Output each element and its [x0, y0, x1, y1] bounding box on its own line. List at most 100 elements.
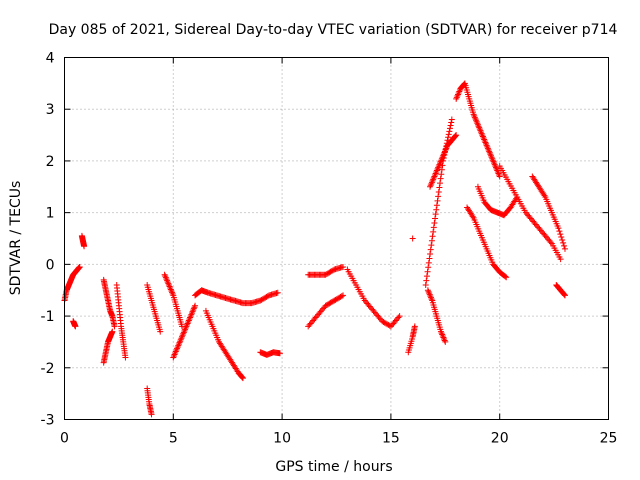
interpolated-point — [493, 166, 500, 173]
interpolated-point — [441, 335, 448, 342]
interpolated-point — [111, 321, 118, 328]
y-tick-label: 4 — [46, 51, 55, 67]
interpolated-point — [501, 272, 508, 279]
interpolated-point — [479, 133, 486, 140]
interpolated-point — [427, 182, 434, 189]
interpolated-point — [560, 290, 567, 297]
interpolated-point — [485, 146, 492, 153]
interpolated-point — [476, 124, 483, 131]
interpolated-point — [227, 356, 234, 363]
data-point — [431, 173, 438, 180]
interpolated-point — [435, 164, 442, 171]
interpolated-point — [182, 324, 189, 331]
interpolated-point — [560, 239, 567, 246]
interpolated-point — [440, 151, 447, 158]
interpolated-point — [167, 286, 174, 293]
interpolated-point — [556, 228, 563, 235]
interpolated-point — [430, 174, 437, 181]
interpolated-point — [104, 296, 111, 303]
interpolated-point — [168, 287, 175, 294]
interpolated-point — [433, 169, 440, 176]
interpolated-point — [475, 123, 482, 130]
series-arc-12 — [202, 307, 246, 382]
x-tick-label: 25 — [600, 431, 618, 447]
interpolated-point — [72, 323, 79, 330]
interpolated-point — [447, 122, 454, 129]
y-tick-label: -1 — [41, 309, 55, 325]
interpolated-point — [481, 136, 488, 143]
interpolated-point — [494, 169, 501, 176]
y-tick-label: -3 — [41, 413, 55, 429]
series-arc-04 — [100, 276, 118, 330]
interpolated-point — [263, 293, 270, 300]
data-point — [174, 344, 181, 351]
interpolated-point — [480, 135, 487, 142]
interpolated-point — [482, 243, 489, 250]
data-point — [179, 333, 186, 340]
interpolated-point — [428, 242, 435, 249]
interpolated-point — [395, 314, 402, 321]
interpolated-point — [547, 207, 554, 214]
interpolated-point — [556, 253, 563, 260]
interpolated-point — [179, 332, 186, 339]
interpolated-point — [178, 335, 185, 342]
interpolated-point — [432, 170, 439, 177]
chart-title: Day 085 of 2021, Sidereal Day-to-day VTE… — [49, 22, 618, 38]
interpolated-point — [187, 314, 194, 321]
x-axis-label: GPS time / hours — [275, 459, 392, 475]
interpolated-point — [208, 321, 215, 328]
interpolated-point — [180, 329, 187, 336]
grid — [64, 57, 609, 420]
data-point — [435, 163, 442, 170]
interpolated-point — [433, 167, 440, 174]
y-tick-label: 0 — [46, 257, 55, 273]
interpolated-point — [482, 139, 489, 146]
series-arc-10 — [170, 302, 199, 361]
series-arc-13 — [257, 349, 283, 358]
y-axis-label: SDTVAR / TECUs — [8, 181, 24, 296]
interpolated-point — [486, 148, 493, 155]
data-point — [453, 95, 460, 102]
interpolated-point — [119, 336, 126, 343]
interpolated-point — [424, 268, 431, 275]
interpolated-point — [183, 321, 190, 328]
interpolated-point — [190, 305, 197, 312]
interpolated-point — [561, 291, 568, 298]
interpolated-point — [489, 155, 496, 162]
interpolated-point — [76, 264, 83, 271]
interpolated-point — [432, 171, 439, 178]
series-arc-14 — [305, 263, 347, 278]
series-arc-02 — [70, 318, 79, 330]
interpolated-point — [328, 299, 335, 306]
interpolated-point — [455, 91, 462, 98]
data-points — [61, 80, 568, 418]
data-point — [424, 287, 431, 294]
interpolated-point — [351, 279, 358, 286]
interpolated-point — [502, 273, 509, 280]
interpolated-point — [429, 233, 436, 240]
data-point — [561, 245, 568, 252]
interpolated-point — [426, 255, 433, 262]
interpolated-point — [430, 228, 437, 235]
interpolated-point — [437, 326, 444, 333]
interpolated-point — [146, 398, 153, 405]
interpolated-point — [438, 166, 445, 173]
interpolated-point — [80, 242, 87, 249]
interpolated-point — [394, 316, 401, 323]
interpolated-point — [338, 293, 345, 300]
interpolated-point — [438, 330, 445, 337]
interpolated-point — [505, 206, 512, 213]
interpolated-point — [521, 207, 528, 214]
series-arc-11 — [192, 287, 281, 307]
interpolated-point — [430, 224, 437, 231]
interpolated-point — [152, 310, 159, 317]
interpolated-point — [486, 204, 493, 211]
data-point — [496, 173, 503, 180]
interpolated-point — [432, 310, 439, 317]
interpolated-point — [534, 180, 541, 187]
series-arc-08 — [144, 282, 164, 335]
interpolated-point — [441, 149, 448, 156]
data-point — [183, 323, 190, 330]
interpolated-point — [496, 171, 503, 178]
interpolated-point — [456, 88, 463, 95]
